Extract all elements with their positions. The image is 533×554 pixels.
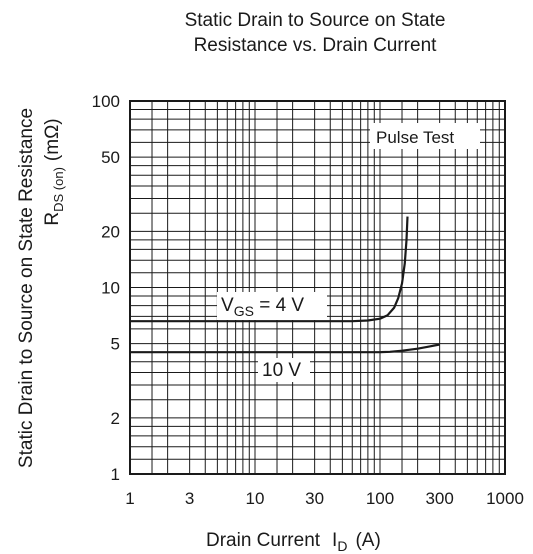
plot-frame	[129, 100, 506, 475]
series-2-label-background	[258, 358, 310, 382]
series-1-label-background	[217, 292, 327, 320]
series-labels: Pulse Test VGS = 4 V 10 V	[217, 123, 480, 382]
x-tick-label: 1000	[486, 489, 524, 508]
curves	[130, 216, 440, 354]
y-tick-label: 20	[101, 222, 120, 241]
chart-title-line-1: Static Drain to Source on State	[184, 10, 446, 31]
y-tick-label: 50	[101, 148, 120, 167]
y-tick-label: 100	[92, 92, 120, 111]
y-axis-label-line-2: RDS (on)(mΩ)	[42, 118, 66, 225]
series-line-1	[130, 216, 409, 323]
y-axis-label-line-1: Static Drain to Source on State Resistan…	[16, 108, 37, 468]
x-tick-label: 3	[185, 489, 194, 508]
pulse-test-label: Pulse Test	[376, 128, 454, 147]
series-2-label: 10 V	[262, 360, 301, 381]
y-tick-labels: 1 2 5 10 20 50 100	[92, 92, 120, 484]
pulse-test-label-background	[370, 123, 480, 149]
y-tick-label: 2	[111, 409, 120, 428]
grid-lines	[130, 101, 505, 474]
chart-title-line-2: Resistance vs. Drain Current	[193, 35, 437, 56]
y-tick-label: 10	[101, 279, 120, 298]
x-tick-label: 10	[246, 489, 265, 508]
y-tick-label: 5	[111, 335, 120, 354]
x-tick-label: 100	[366, 489, 394, 508]
x-tick-label: 1	[125, 489, 134, 508]
y-tick-label: 1	[111, 465, 120, 484]
x-axis-label: Drain Current ID (A)	[206, 530, 381, 554]
series-line-2	[130, 343, 440, 354]
x-tick-label: 30	[305, 489, 324, 508]
series-1-label: VGS = 4 V	[221, 295, 304, 319]
x-tick-labels: 1 3 10 30 100 300 1000	[125, 489, 524, 508]
x-tick-label: 300	[425, 489, 453, 508]
